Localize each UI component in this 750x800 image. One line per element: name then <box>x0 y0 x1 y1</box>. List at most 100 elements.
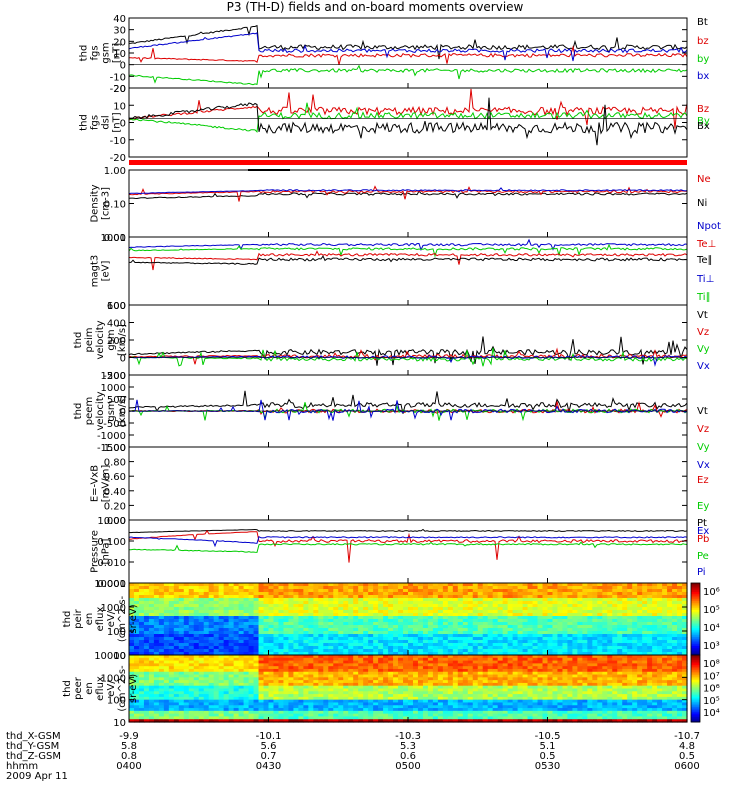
spectrogram-cell <box>517 688 524 692</box>
spectrogram-cell <box>368 619 374 623</box>
spectrogram-cell <box>173 613 180 617</box>
spectrogram-cell <box>597 640 603 644</box>
spectrogram-cell <box>358 625 364 629</box>
spectrogram-cell <box>168 583 175 587</box>
spectrogram-cell <box>462 716 469 720</box>
spectrogram-cell <box>263 663 270 667</box>
spectrogram-cell <box>537 674 544 678</box>
spectrogram-cell <box>163 719 170 723</box>
spectrogram-cell <box>612 646 618 650</box>
spectrogram-cell <box>238 643 245 647</box>
spectrogram-cell <box>163 631 170 635</box>
spectrogram-cell <box>462 586 469 590</box>
spectrogram-cell <box>602 628 608 632</box>
spectrogram-cell <box>328 601 334 605</box>
spectrogram-cell <box>288 586 295 590</box>
spectrogram-cell <box>557 699 564 704</box>
spectrogram-cell <box>617 583 623 587</box>
spectrogram-cell <box>677 625 683 629</box>
spectrogram-cell <box>472 677 479 681</box>
spectrogram-cell <box>572 719 578 723</box>
spectrogram-cell <box>133 631 140 635</box>
spectrogram-cell <box>233 640 240 644</box>
spectrogram-cell <box>427 660 434 664</box>
spectrogram-cell <box>268 631 275 635</box>
spectrogram-cell <box>273 682 280 687</box>
spectrogram-cell <box>363 595 369 599</box>
spectrogram-cell <box>363 719 369 723</box>
spectrogram-cell <box>208 708 215 712</box>
spectrogram-cell <box>328 710 334 715</box>
spectrogram-cell <box>517 699 524 704</box>
spectrogram-cell <box>477 666 484 670</box>
spectrogram-cell <box>517 649 524 653</box>
spectrogram-cell <box>233 643 240 647</box>
spectrogram-cell <box>532 604 539 608</box>
spectrogram-cell <box>363 680 369 684</box>
spectrogram-cell <box>442 607 449 611</box>
spectrogram-cell <box>577 694 583 698</box>
spectrogram-cell <box>163 586 170 590</box>
spectrogram-cell <box>572 710 578 715</box>
spectrogram-cell <box>263 613 270 617</box>
spectrogram-cell <box>223 598 230 602</box>
spectrogram-cell <box>348 622 354 626</box>
spectrogram-cell <box>437 708 444 712</box>
spectrogram-cell <box>667 646 673 650</box>
spectrogram-cell <box>403 631 409 635</box>
spectrogram-cell <box>417 613 424 617</box>
spectrogram-cell <box>502 625 509 629</box>
spectrogram-cell <box>577 586 583 590</box>
spectrogram-cell <box>328 625 334 629</box>
spectrogram-cell <box>408 589 414 593</box>
spectrogram-cell <box>462 657 469 662</box>
spectrogram-cell <box>497 592 504 596</box>
spectrogram-cell <box>512 688 519 692</box>
spectrogram-cell <box>447 713 454 718</box>
spectrogram-cell <box>452 643 459 647</box>
spectrogram-cell <box>233 663 240 667</box>
spectrogram-cell <box>403 607 409 611</box>
spectrogram-cell <box>278 643 285 647</box>
spectrogram-cell <box>258 682 265 687</box>
spectrogram-cell <box>293 660 299 664</box>
spectrogram-cell <box>527 696 534 701</box>
spectrogram-cell <box>283 688 290 692</box>
spectrogram-cell <box>258 628 265 632</box>
spectrogram-cell <box>253 688 260 692</box>
spectrogram-cell <box>457 610 464 614</box>
spectrogram-cell <box>562 613 569 617</box>
spectrogram-cell <box>288 660 295 664</box>
spectrogram-cell <box>193 682 200 687</box>
spectrogram-cell <box>447 657 454 662</box>
spectrogram-cell <box>393 616 399 620</box>
spectrogram-cell <box>662 619 668 623</box>
spectrogram-cell <box>592 666 598 670</box>
spectrogram-cell <box>308 640 314 644</box>
spectrogram-cell <box>388 631 394 635</box>
spectrogram-cell <box>373 696 379 701</box>
spectrogram-cell <box>477 685 484 690</box>
spectrogram-cell <box>502 708 509 712</box>
spectrogram-cell <box>263 677 270 681</box>
spectrogram-cell <box>408 628 414 632</box>
spectrogram-cell <box>378 589 384 593</box>
spectrogram-cell <box>303 595 309 599</box>
spectrogram-cell <box>567 613 574 617</box>
spectrogram-cell <box>592 616 598 620</box>
spectrogram-cell <box>358 680 364 684</box>
spectrogram-cell <box>587 625 593 629</box>
spectrogram-cell <box>253 637 260 641</box>
spectrogram-cell <box>298 622 304 626</box>
spectrogram-cell <box>338 699 344 704</box>
spectrogram-cell <box>353 696 359 701</box>
spectrogram-cell <box>343 649 349 653</box>
spectrogram-cell <box>417 583 424 587</box>
spectrogram-cell <box>328 688 334 692</box>
spectrogram-cell <box>158 601 165 605</box>
spectrogram-cell <box>129 685 135 690</box>
spectrogram-cell <box>323 622 329 626</box>
spectrogram-cell <box>358 719 364 723</box>
spectrogram-cell <box>477 671 484 676</box>
spectrogram-cell <box>353 699 359 704</box>
